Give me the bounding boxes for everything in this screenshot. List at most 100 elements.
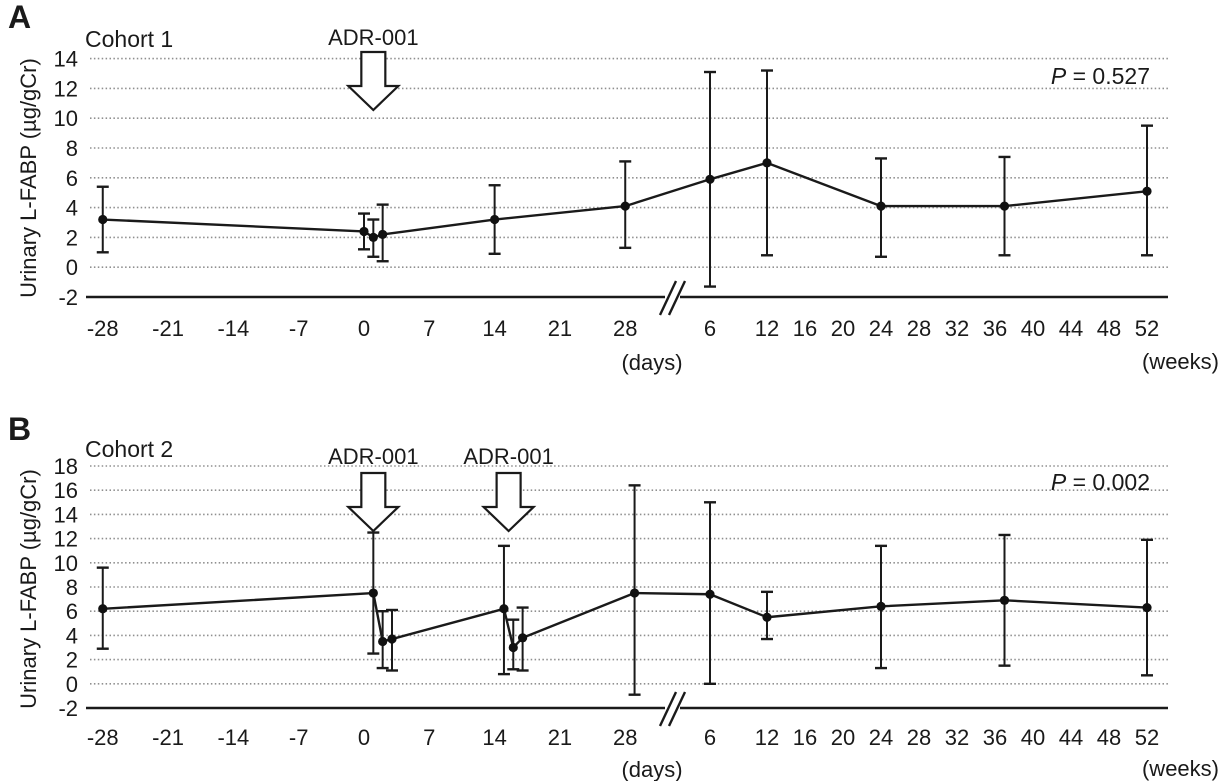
x-tick-label-week: 48 <box>1097 316 1121 341</box>
x-tick-label-day: 14 <box>482 725 506 750</box>
x-tick-label-week: 36 <box>983 316 1007 341</box>
y-tick-label: 4 <box>66 623 78 648</box>
x-tick-label-day: -28 <box>87 316 119 341</box>
axis-break-mark <box>658 280 678 316</box>
data-point <box>499 604 509 614</box>
injection-arrow-icon <box>480 471 537 533</box>
y-tick-label: 18 <box>54 454 78 479</box>
y-tick-label: 14 <box>54 47 78 72</box>
x-tick-label-week: 12 <box>755 725 779 750</box>
x-tick-label-week: 20 <box>831 316 855 341</box>
y-tick-label: 16 <box>54 478 78 503</box>
y-tick-label: -2 <box>58 696 78 721</box>
y-tick-label: 14 <box>54 502 78 527</box>
x-tick-label-day: 14 <box>482 316 506 341</box>
x-tick-label-week: 20 <box>831 725 855 750</box>
trend-line <box>102 591 1148 649</box>
x-tick-label-day: -28 <box>87 725 119 750</box>
x-unit-days-label: (days) <box>621 350 682 375</box>
x-tick-label-week: 48 <box>1097 725 1121 750</box>
x-tick-label-day: 0 <box>358 316 370 341</box>
x-tick-label-day: -21 <box>152 725 184 750</box>
injection-label: ADR-001 <box>328 444 418 469</box>
data-point <box>508 642 518 653</box>
data-point <box>999 595 1010 605</box>
x-tick-label-week: 24 <box>869 725 893 750</box>
x-tick-label-day: 21 <box>548 725 572 750</box>
x-tick-label-week: 24 <box>869 316 893 341</box>
x-tick-label-week: 28 <box>907 725 931 750</box>
axis-break-mark <box>667 280 687 316</box>
x-tick-label-day: 21 <box>548 316 572 341</box>
data-point <box>705 174 715 184</box>
p-value-label: P = 0.002 <box>1051 469 1150 495</box>
x-tick-label-day: 28 <box>613 316 637 341</box>
x-tick-label-day: 0 <box>358 725 370 750</box>
y-tick-label: 6 <box>66 599 78 624</box>
injection-arrow-icon <box>345 471 402 533</box>
y-tick-label: 10 <box>54 551 78 576</box>
axis-break-mark <box>658 691 678 727</box>
x-tick-label-week: 32 <box>945 316 969 341</box>
y-tick-label: 2 <box>66 648 78 673</box>
panel-letter: A <box>8 0 31 35</box>
x-tick-label-day: -14 <box>217 316 249 341</box>
x-tick-label-day: -14 <box>217 725 249 750</box>
y-tick-label: 4 <box>66 196 78 221</box>
data-point <box>368 588 378 598</box>
data-point <box>98 604 108 614</box>
data-point <box>705 589 715 599</box>
data-point <box>999 201 1010 211</box>
panel-title: Cohort 1 <box>85 26 173 52</box>
axis-break-mark <box>667 691 687 727</box>
x-tick-label-week: 28 <box>907 316 931 341</box>
y-tick-label: 0 <box>66 672 78 697</box>
x-tick-label-day: 7 <box>423 725 435 750</box>
y-tick-label: 6 <box>66 166 78 191</box>
x-tick-label-week: 16 <box>793 725 817 750</box>
data-point <box>620 201 630 211</box>
data-point <box>378 636 388 647</box>
y-axis-label: Urinary L-FABP (µg/gCr) <box>16 469 41 709</box>
y-tick-label: 2 <box>66 225 78 250</box>
y-tick-label: 12 <box>54 76 78 101</box>
p-value-label: P = 0.527 <box>1051 63 1150 89</box>
data-point <box>387 634 397 644</box>
injection-label: ADR-001 <box>328 25 418 50</box>
x-tick-label-week: 6 <box>704 725 716 750</box>
data-point <box>518 633 528 643</box>
data-point <box>98 214 108 225</box>
data-point <box>490 214 500 225</box>
y-tick-label: -2 <box>58 285 78 310</box>
data-point <box>359 226 369 237</box>
x-tick-label-week: 44 <box>1059 725 1083 750</box>
data-point <box>876 201 886 211</box>
x-tick-label-day: 28 <box>613 725 637 750</box>
x-unit-weeks-label: (weeks) <box>1142 756 1219 781</box>
y-tick-label: 12 <box>54 527 78 552</box>
data-point <box>762 158 772 168</box>
x-tick-label-week: 16 <box>793 316 817 341</box>
data-point <box>762 612 772 622</box>
data-point <box>629 588 640 598</box>
x-tick-label-week: 52 <box>1135 725 1159 750</box>
x-tick-label-week: 40 <box>1021 725 1045 750</box>
panel-letter: B <box>8 411 31 447</box>
injection-arrow-icon <box>345 50 402 112</box>
x-tick-label-week: 44 <box>1059 316 1083 341</box>
x-tick-label-week: 36 <box>983 725 1007 750</box>
x-unit-days-label: (days) <box>621 757 682 781</box>
x-tick-label-week: 52 <box>1135 316 1159 341</box>
x-tick-label-day: 7 <box>423 316 435 341</box>
y-tick-label: 0 <box>66 255 78 280</box>
injection-label: ADR-001 <box>463 444 553 469</box>
x-tick-label-week: 32 <box>945 725 969 750</box>
data-point <box>1142 602 1152 613</box>
x-tick-label-day: -7 <box>289 725 309 750</box>
x-tick-label-day: -21 <box>152 316 184 341</box>
data-point <box>1142 186 1152 196</box>
x-tick-label-week: 6 <box>704 316 716 341</box>
x-tick-label-week: 40 <box>1021 316 1045 341</box>
